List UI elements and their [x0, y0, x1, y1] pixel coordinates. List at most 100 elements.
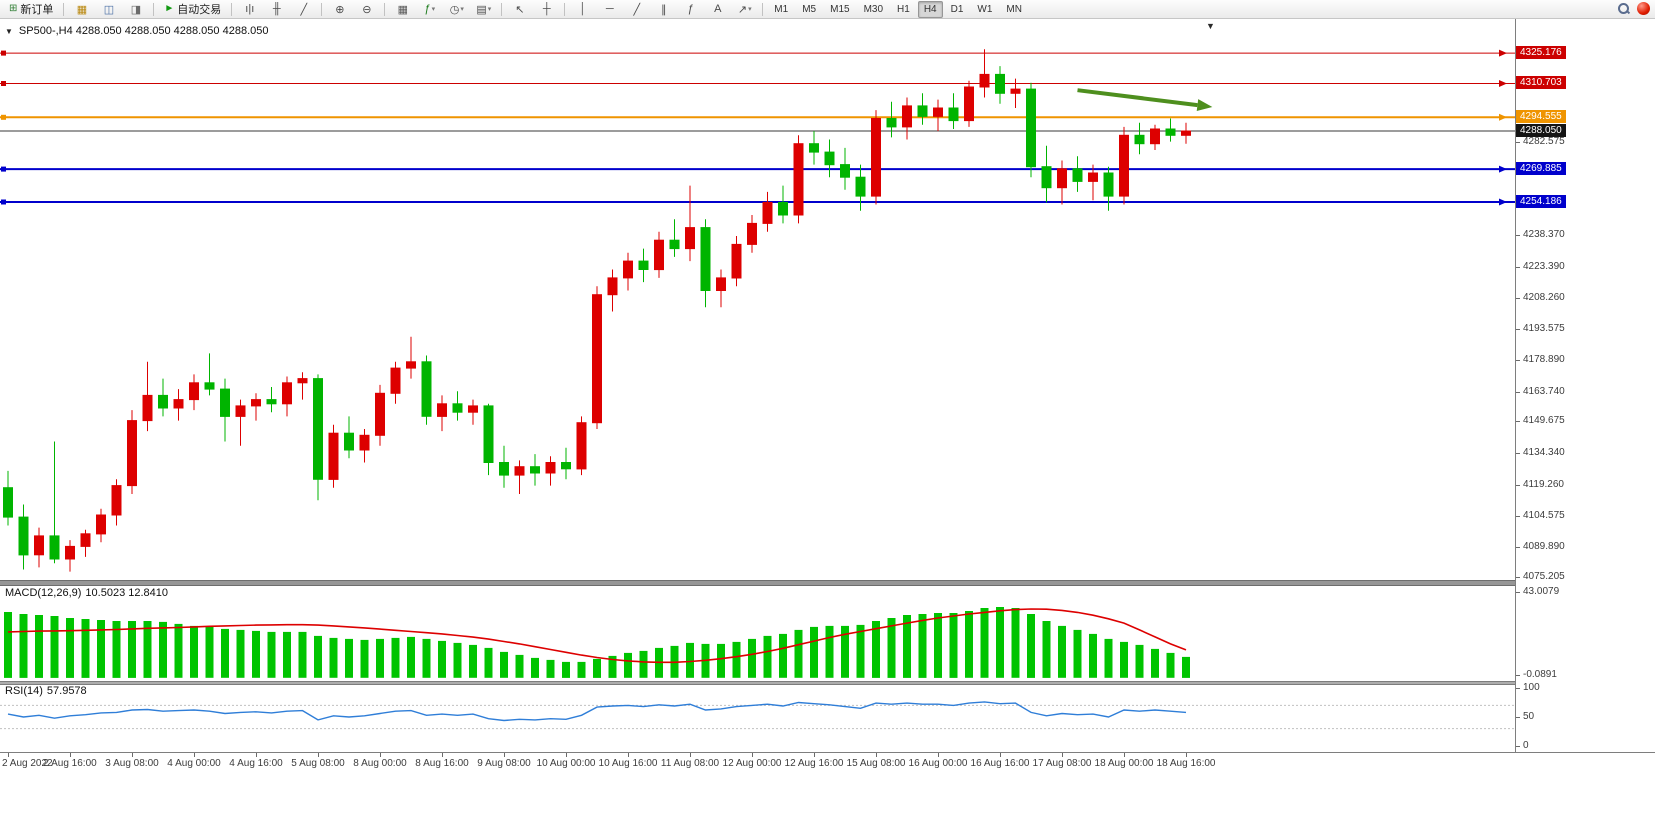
candle-body: [111, 485, 122, 516]
new-order-button[interactable]: ⊞ 新订单: [3, 0, 59, 18]
axis-tick: [8, 753, 9, 757]
right-shift-marker[interactable]: ▼: [1206, 21, 1215, 31]
candle-body: [840, 164, 850, 178]
macd-bar: [35, 615, 43, 678]
equidistant-channel-icon[interactable]: ∥: [651, 0, 676, 18]
templates-icon[interactable]: ▤ ▾: [471, 0, 496, 18]
horizontal-line-icon: ─: [605, 3, 614, 15]
time-axis-label: 17 Aug 08:00: [1032, 758, 1092, 769]
fibonacci-icon[interactable]: ƒ: [678, 0, 703, 18]
candle-body: [499, 462, 509, 476]
timeframe-h4-button[interactable]: H4: [917, 0, 943, 18]
candle-body: [127, 420, 137, 487]
axis-tick: [1516, 142, 1520, 144]
axis-tick: [442, 753, 443, 757]
candlestick-chart-type-icon[interactable]: ╫: [264, 0, 289, 18]
notification-icon[interactable]: [1637, 2, 1650, 15]
main-toolbar: ⊞ 新订单 ▦ ◫ ◨ ► 自动交易 ı|ı ╫ ╱ ⊕ ⊖ ▦ ƒ ▾ ◷ ▾ ▤ ▾ ↖ ┼ │ ─ ╱ ∥ ƒ A ↗ ▾ M1 M5…: [0, 0, 1655, 19]
zoom-out-icon[interactable]: ⊖: [354, 0, 379, 18]
timeframe-d1-button[interactable]: D1: [950, 3, 964, 15]
macd-bar: [345, 638, 353, 678]
arrow-objects-icon[interactable]: ↗ ▾: [732, 0, 757, 18]
line-chart-type-icon[interactable]: ╱: [291, 0, 316, 18]
price-axis-label: 100: [1523, 682, 1540, 693]
candle-body: [437, 403, 447, 417]
axis-tick: [566, 753, 567, 757]
candle-body: [80, 533, 91, 547]
macd-bar: [686, 642, 694, 678]
price-axis[interactable]: 4282.575 4238.370 4223.390 4208.260 4193.575…: [1515, 0, 1655, 752]
timeframe-mn-button[interactable]: MN: [1006, 3, 1022, 15]
candle-body: [1165, 128, 1176, 136]
macd-bar: [934, 613, 942, 678]
line-end-arrow: [1499, 198, 1507, 206]
panel-separator-rsi[interactable]: [0, 681, 1515, 685]
time-axis-label: 11 Aug 08:00: [660, 758, 720, 769]
macd-bar: [872, 621, 880, 678]
market-watch-icon[interactable]: ◫: [96, 0, 121, 18]
timeframe-h1-button[interactable]: H1: [897, 3, 910, 15]
axis-tick: [1516, 485, 1520, 487]
line-anchor-handle: [1, 114, 6, 120]
cursor-icon[interactable]: ↖: [507, 0, 532, 18]
axis-tick: [1186, 753, 1187, 757]
tile-windows-icon[interactable]: ▦: [390, 0, 415, 18]
macd-bar: [562, 661, 570, 678]
timeframe-m5-button[interactable]: M5: [802, 3, 817, 15]
toolbar-separator: [153, 2, 155, 16]
periods-icon[interactable]: ◷ ▾: [444, 0, 469, 18]
time-axis-label: 16 Aug 00:00: [908, 758, 968, 769]
candle-body: [685, 227, 695, 250]
axis-tick: [814, 753, 815, 757]
macd-bar: [376, 638, 384, 678]
candle-body: [995, 73, 1005, 94]
profiles-icon[interactable]: ▦: [69, 0, 94, 18]
horizontal-line-icon[interactable]: ─: [597, 0, 622, 18]
toolbar-separator: [501, 2, 503, 16]
candle-body: [979, 73, 990, 88]
auto-trading-button[interactable]: ► 自动交易: [158, 0, 227, 18]
tile-windows-icon: ▦: [397, 3, 408, 16]
chart-title: ▼ SP500-,H4 4288.050 4288.050 4288.050 4…: [5, 25, 268, 37]
axis-tick: [1516, 717, 1520, 718]
macd-bar: [1073, 629, 1082, 678]
macd-bar: [608, 655, 617, 678]
indicators-icon[interactable]: ƒ ▾: [417, 0, 442, 18]
time-axis[interactable]: 2 Aug 2022 2 Aug 16:00 3 Aug 08:00 4 Aug 00…: [0, 752, 1655, 772]
timeframe-m15-button[interactable]: M15: [830, 3, 850, 15]
candle-body: [824, 151, 835, 166]
price-line-badge: 4294.555: [1516, 110, 1566, 124]
candle-body: [468, 405, 478, 413]
timeframe-m30-button[interactable]: M30: [863, 3, 884, 15]
macd-values: 10.5023 12.8410: [85, 587, 169, 599]
price-axis-label: 43.0079: [1523, 586, 1560, 597]
data-window-icon[interactable]: ◨: [123, 0, 148, 18]
toolbar-separator: [762, 2, 764, 16]
macd-bar: [4, 612, 12, 678]
macd-bar: [438, 640, 446, 678]
rsi-line: [7, 701, 1187, 722]
trendline-icon[interactable]: ╱: [624, 0, 649, 18]
search-icon[interactable]: [1617, 2, 1630, 15]
time-axis-label: 4 Aug 16:00: [229, 758, 283, 769]
axis-tick: [1516, 391, 1520, 393]
line-chart-type-icon: ╱: [300, 3, 308, 16]
auto-trading-play-icon: ►: [164, 3, 175, 14]
panel-separator-macd[interactable]: [0, 580, 1515, 586]
line-anchor-handle: [1, 50, 6, 56]
timeframe-m1-button[interactable]: M1: [774, 3, 789, 15]
text-label-icon[interactable]: A: [705, 0, 730, 18]
one-click-trading-toggle[interactable]: ▼: [5, 26, 13, 36]
axis-tick: [70, 753, 71, 757]
macd-bar: [221, 628, 229, 678]
bar-chart-type-icon[interactable]: ı|ı: [237, 0, 262, 18]
macd-bar: [205, 626, 214, 678]
price-line-badge: 4254.186: [1516, 195, 1566, 209]
crosshair-icon[interactable]: ┼: [534, 0, 559, 18]
vertical-line-icon[interactable]: │: [570, 0, 595, 18]
timeframe-w1-button[interactable]: W1: [977, 3, 993, 15]
zoom-in-icon[interactable]: ⊕: [327, 0, 352, 18]
candle-body: [344, 432, 354, 451]
